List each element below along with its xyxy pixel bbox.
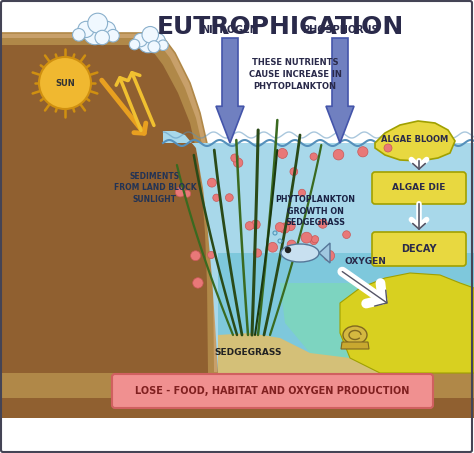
Circle shape: [318, 219, 327, 228]
Circle shape: [98, 21, 116, 39]
Circle shape: [208, 178, 216, 187]
Circle shape: [193, 278, 203, 288]
Text: EUTROPHICATION: EUTROPHICATION: [156, 15, 404, 39]
Circle shape: [142, 26, 158, 43]
Circle shape: [158, 40, 168, 50]
Text: THESE NUTRIENTS
CAUSE INCREASE IN
PHYTOPLANKTON: THESE NUTRIENTS CAUSE INCREASE IN PHYTOP…: [248, 58, 341, 91]
Text: SEDGEGRASS: SEDGEGRASS: [214, 348, 282, 357]
Circle shape: [253, 249, 262, 257]
Text: ALGAE DIE: ALGAE DIE: [392, 183, 446, 193]
Circle shape: [246, 222, 254, 230]
Circle shape: [277, 149, 287, 159]
Text: ALGAE BLOOM: ALGAE BLOOM: [382, 135, 448, 145]
Circle shape: [324, 251, 335, 261]
Polygon shape: [0, 33, 218, 373]
Circle shape: [310, 153, 318, 160]
Circle shape: [226, 194, 233, 202]
Polygon shape: [0, 38, 214, 373]
Circle shape: [191, 251, 201, 260]
Circle shape: [310, 237, 318, 245]
Circle shape: [183, 190, 191, 198]
Polygon shape: [216, 38, 244, 143]
Circle shape: [279, 223, 290, 233]
Polygon shape: [163, 131, 474, 373]
Polygon shape: [218, 373, 474, 398]
Circle shape: [251, 220, 260, 229]
Circle shape: [333, 149, 344, 160]
Text: OXYGEN: OXYGEN: [345, 256, 387, 265]
Circle shape: [299, 189, 306, 197]
Circle shape: [107, 29, 119, 42]
Polygon shape: [218, 253, 474, 373]
Circle shape: [285, 247, 291, 252]
Circle shape: [138, 33, 158, 53]
Polygon shape: [375, 121, 455, 161]
Circle shape: [275, 222, 284, 231]
Circle shape: [208, 251, 215, 259]
Circle shape: [384, 144, 392, 152]
Circle shape: [213, 194, 220, 202]
Circle shape: [233, 158, 243, 168]
Circle shape: [73, 29, 85, 41]
Polygon shape: [319, 243, 330, 263]
FancyBboxPatch shape: [112, 374, 433, 408]
Polygon shape: [340, 273, 474, 373]
Text: DECAY: DECAY: [401, 244, 437, 254]
Circle shape: [83, 21, 107, 45]
Text: PHYTOPLANKTON
GROWTH ON
SEDGEGRASS: PHYTOPLANKTON GROWTH ON SEDGEGRASS: [275, 195, 355, 227]
Text: PHOSPHORUS: PHOSPHORUS: [301, 25, 378, 35]
Circle shape: [311, 236, 319, 243]
Circle shape: [175, 187, 185, 197]
Circle shape: [95, 30, 109, 45]
Circle shape: [301, 232, 312, 243]
Circle shape: [286, 221, 295, 231]
Circle shape: [148, 41, 160, 53]
Polygon shape: [326, 38, 354, 143]
Text: SEDIMENTS
FROM LAND BLOCK
SUNLIGHT: SEDIMENTS FROM LAND BLOCK SUNLIGHT: [114, 172, 196, 204]
Ellipse shape: [281, 244, 319, 262]
Ellipse shape: [343, 326, 367, 344]
Circle shape: [134, 33, 147, 47]
Text: NITROGEN: NITROGEN: [201, 25, 258, 35]
Polygon shape: [0, 373, 474, 398]
Circle shape: [268, 242, 277, 252]
Circle shape: [290, 168, 298, 175]
Polygon shape: [218, 333, 380, 373]
Circle shape: [287, 240, 296, 249]
Circle shape: [78, 21, 94, 38]
Circle shape: [343, 231, 350, 239]
Circle shape: [88, 13, 108, 33]
Polygon shape: [280, 283, 474, 373]
Circle shape: [358, 147, 368, 157]
FancyBboxPatch shape: [372, 232, 466, 266]
Text: LOSE - FOOD, HABITAT AND OXYGEN PRODUCTION: LOSE - FOOD, HABITAT AND OXYGEN PRODUCTI…: [135, 386, 409, 396]
Polygon shape: [0, 398, 474, 418]
Circle shape: [150, 33, 165, 48]
Circle shape: [39, 57, 91, 109]
FancyBboxPatch shape: [372, 172, 466, 204]
Polygon shape: [0, 45, 208, 373]
Circle shape: [129, 39, 140, 50]
Polygon shape: [341, 342, 369, 349]
Text: SUN: SUN: [55, 78, 75, 87]
Circle shape: [231, 154, 239, 162]
